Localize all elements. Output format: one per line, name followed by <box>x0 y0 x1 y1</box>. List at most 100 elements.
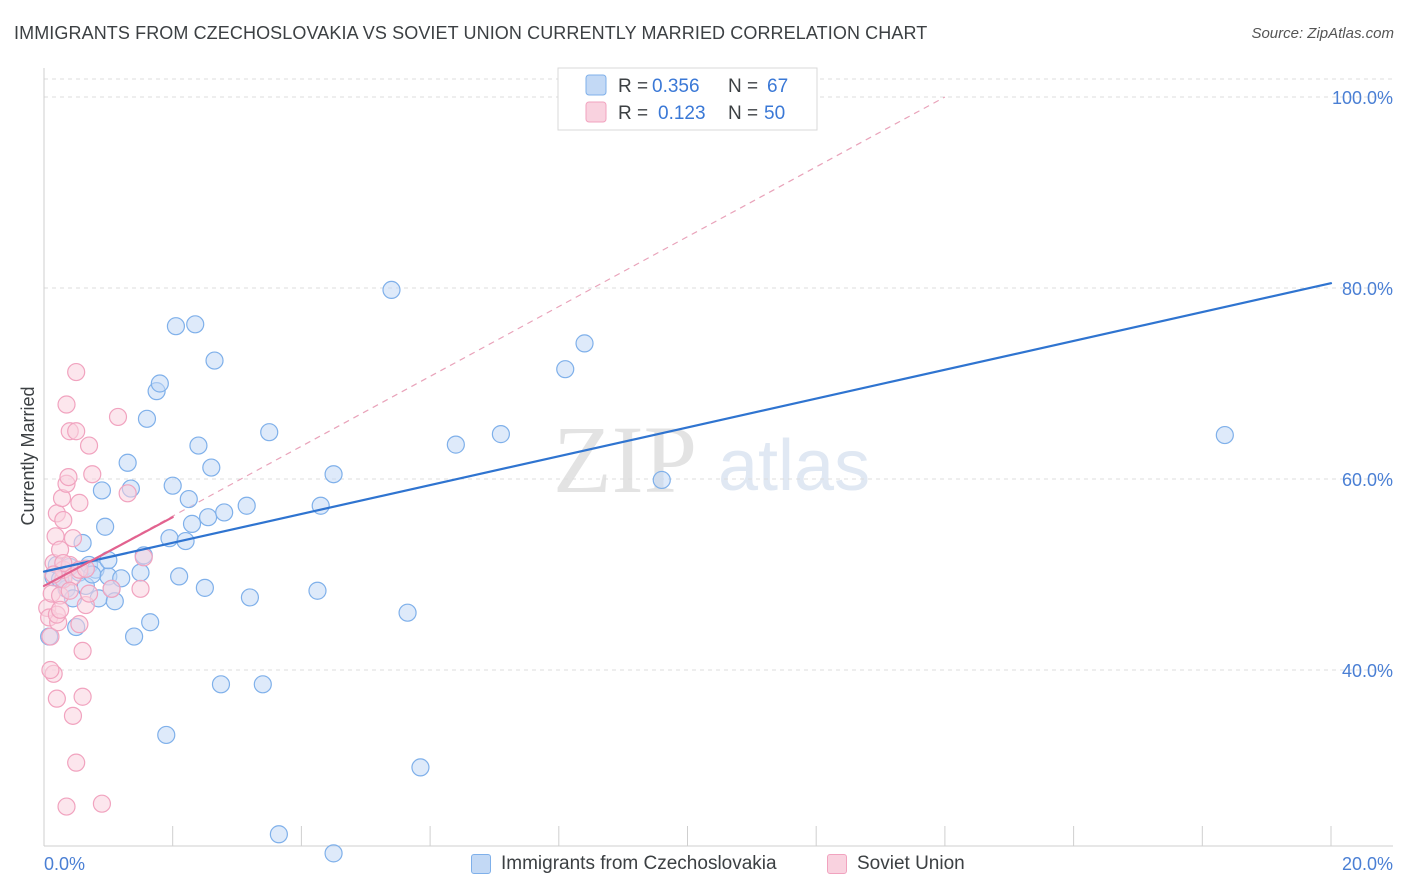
watermark-zip: ZIP <box>553 406 697 513</box>
watermark-atlas: atlas <box>718 426 870 506</box>
legend-n-value-soviet-union: 50 <box>764 103 785 124</box>
soviet-union-reference-line <box>43 96 946 587</box>
czechoslovakia-point <box>124 627 144 646</box>
czechoslovakia-point <box>118 453 137 472</box>
y-tick-labels: 40.0% 60.0% 80.0% 100.0% <box>1332 88 1393 681</box>
legend-r-label-soviet-union: R = <box>618 103 648 124</box>
czechoslovakia-point <box>237 496 256 515</box>
soviet-union-point <box>57 797 76 816</box>
czechoslovakia-point <box>240 588 260 607</box>
soviet-union-point <box>59 467 78 487</box>
soviet-union-point <box>54 510 73 530</box>
soviet-union-point <box>70 615 89 634</box>
legend-r-value-czechoslovakia: 0.356 <box>652 76 700 97</box>
y-axis-label: Currently Married <box>18 386 38 525</box>
czechoslovakia-point <box>1215 425 1234 445</box>
soviet-union-point <box>63 706 83 725</box>
czechoslovakia-point <box>324 844 343 863</box>
czechoslovakia-point <box>182 514 202 533</box>
soviet-union-point <box>92 794 112 813</box>
bottom-legend-soviet-union: Soviet Union <box>827 852 965 876</box>
x-tick-labels: 0.0% 20.0% <box>44 854 1393 874</box>
czechoslovakia-point <box>205 351 224 370</box>
czechoslovakia-point <box>269 825 288 844</box>
soviet-union-point <box>102 579 121 598</box>
czechoslovakia-point <box>260 423 279 442</box>
soviet-union-point <box>41 627 60 646</box>
legend-r-label-czechoslovakia: R = <box>618 76 648 97</box>
soviet-union-point <box>118 484 137 503</box>
soviet-union-point <box>50 600 70 619</box>
series-soviet-union-points <box>38 362 153 816</box>
czechoslovakia-point <box>96 517 115 536</box>
legend-n-label-czechoslovakia: N = <box>728 76 758 97</box>
trend-lines <box>42 282 1333 588</box>
reference-line <box>43 96 946 587</box>
czechoslovakia-point <box>189 436 208 455</box>
czechoslovakia-point <box>186 315 205 334</box>
legend-r-value-soviet-union: 0.123 <box>658 103 706 124</box>
czechoslovakia-trend-line <box>42 282 1333 573</box>
bottom-legend-czechoslovakia: Immigrants from Czechoslovakia <box>471 852 777 876</box>
czechoslovakia-point <box>202 458 221 477</box>
soviet-union-point <box>67 362 86 382</box>
gridlines <box>44 78 1393 671</box>
czechoslovakia-point <box>308 581 327 600</box>
czechoslovakia-point <box>324 465 343 484</box>
bottom-legend-swatch-czechoslovakia <box>471 854 491 874</box>
czechoslovakia-point <box>166 317 186 336</box>
y-tick-label: 40.0% <box>1342 661 1393 681</box>
y-tick-label: 100.0% <box>1332 88 1393 108</box>
czechoslovakia-point <box>398 603 417 622</box>
soviet-union-point <box>67 422 86 441</box>
soviet-union-point <box>41 660 60 680</box>
soviet-union-point <box>79 584 99 603</box>
czechoslovakia-point <box>131 563 150 582</box>
bottom-legend-swatch-soviet-union <box>827 854 847 874</box>
czechoslovakia-point <box>491 425 510 444</box>
soviet-union-point <box>67 753 86 772</box>
soviet-union-point <box>79 436 99 455</box>
czechoslovakia-point <box>215 503 234 522</box>
czechoslovakia-point <box>198 508 218 527</box>
axes <box>43 68 1393 847</box>
y-tick-label: 80.0% <box>1342 279 1393 299</box>
czechoslovakia-point <box>170 567 189 586</box>
x-tick-label: 0.0% <box>44 854 85 874</box>
soviet-union-point <box>60 581 79 600</box>
soviet-union-point <box>73 641 92 661</box>
soviet-union-point <box>57 395 76 414</box>
czechoslovakia-point <box>141 613 160 632</box>
bottom-legend-label-czechoslovakia: Immigrants from Czechoslovakia <box>501 853 777 874</box>
legend-n-value-czechoslovakia: 67 <box>767 76 788 97</box>
legend-swatch-soviet-union <box>585 101 607 123</box>
czechoslovakia-point <box>137 409 157 428</box>
soviet-union-trend-line <box>42 516 174 588</box>
soviet-union-point <box>63 529 83 548</box>
czechoslovakia-point <box>195 578 214 597</box>
czechoslovakia-point <box>211 675 231 694</box>
czechoslovakia-point <box>253 675 272 694</box>
czechoslovakia-point <box>575 334 594 353</box>
chart-title: IMMIGRANTS FROM CZECHOSLOVAKIA VS SOVIET… <box>14 23 928 43</box>
bottom-legend-label-soviet-union: Soviet Union <box>857 853 965 874</box>
soviet-union-point <box>47 689 66 708</box>
czechoslovakia-point <box>411 758 430 777</box>
czechoslovakia-point <box>92 481 112 500</box>
czechoslovakia-point <box>382 280 401 300</box>
czechoslovakia-point <box>179 489 198 509</box>
czechoslovakia-point <box>163 476 182 495</box>
czechoslovakia-point <box>446 435 465 454</box>
czechoslovakia-point <box>150 374 169 393</box>
soviet-union-point <box>73 687 92 706</box>
soviet-union-point <box>108 407 128 427</box>
stats-legend: R = 0.356 N = 67 R = 0.123 N = 50 <box>557 67 818 131</box>
czechoslovakia-point <box>157 725 176 745</box>
y-tick-label: 60.0% <box>1342 470 1393 490</box>
source-label: Source: ZipAtlas.com <box>1251 25 1394 42</box>
legend-n-label-soviet-union: N = <box>728 103 758 124</box>
czechoslovakia-point <box>556 360 575 379</box>
soviet-union-point <box>131 579 150 598</box>
czechoslovakia-point <box>652 470 671 490</box>
